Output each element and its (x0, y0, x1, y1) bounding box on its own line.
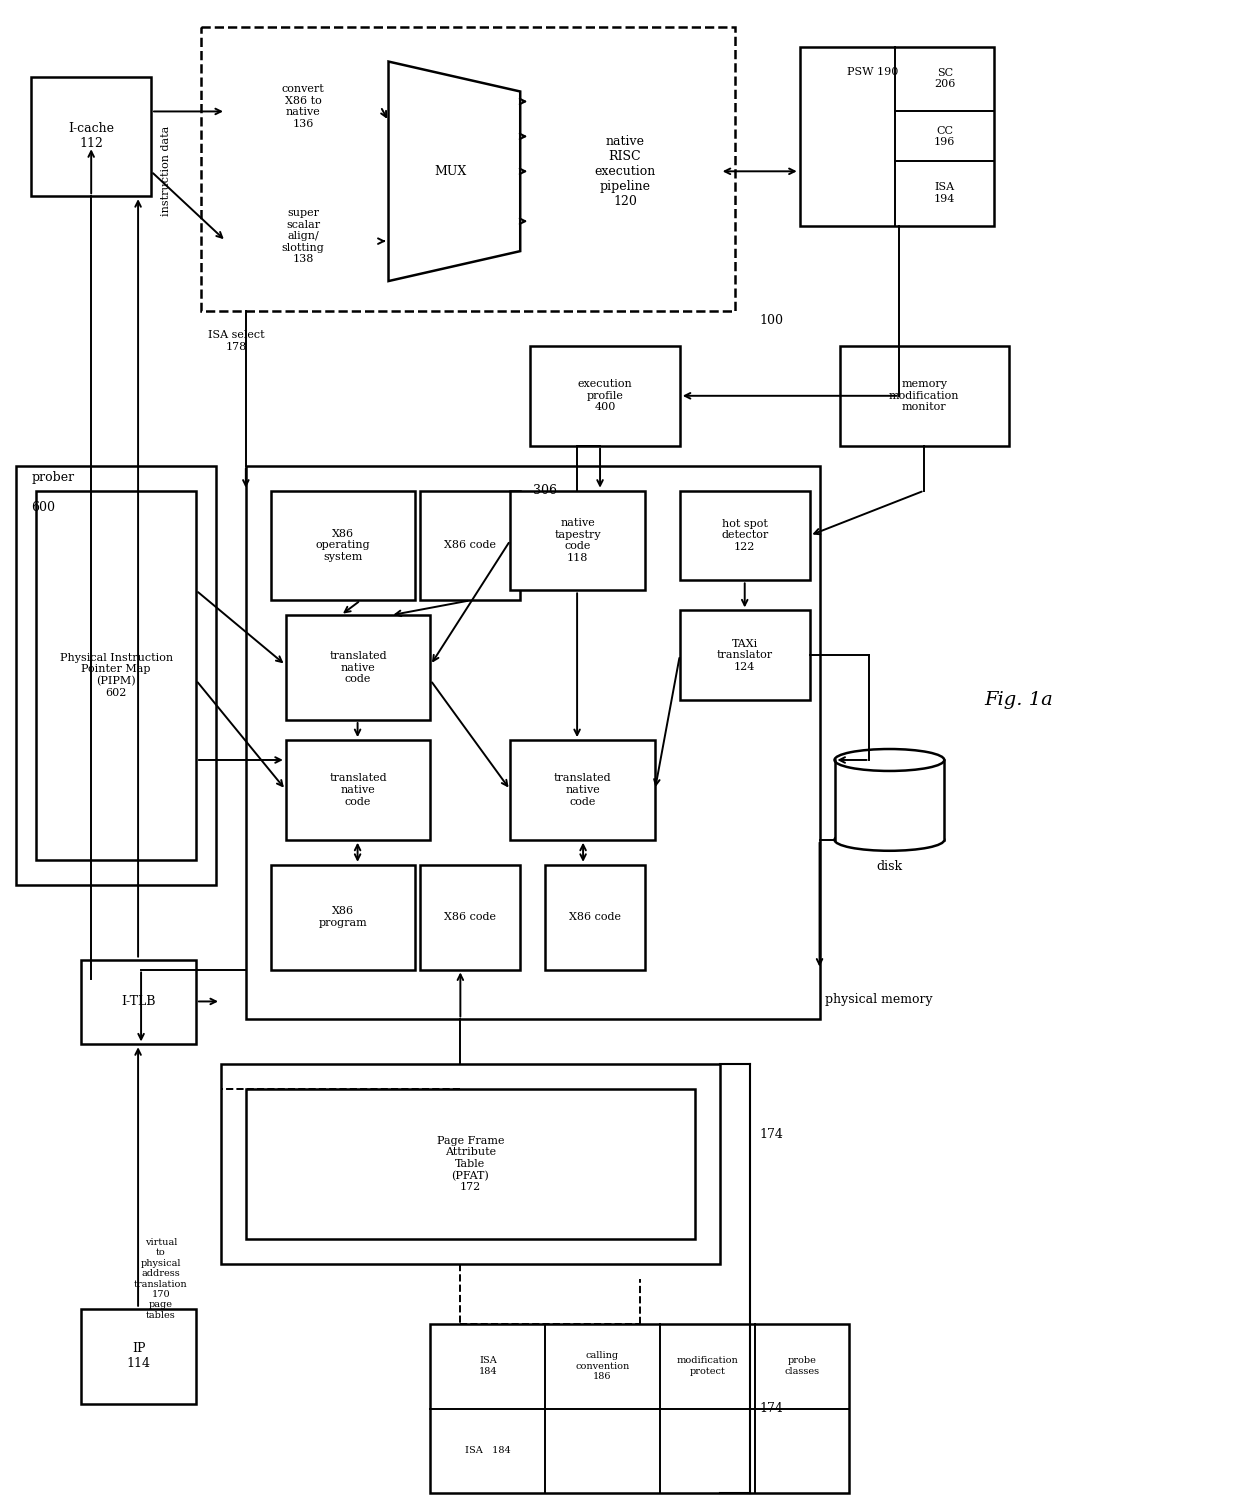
Bar (226, 47, 381, 166)
Bar (420, 864, 521, 970)
Bar (246, 465, 820, 1020)
Bar (36, 491, 196, 860)
Text: I-TLB: I-TLB (122, 996, 156, 1008)
Bar (285, 740, 430, 840)
Text: X86 code: X86 code (444, 913, 496, 922)
Bar (31, 77, 151, 196)
Text: X86 code: X86 code (569, 913, 621, 922)
Text: MUX: MUX (434, 165, 466, 178)
Text: translated
native
code: translated native code (330, 651, 387, 684)
Text: prober: prober (31, 470, 74, 484)
Bar (270, 491, 415, 600)
Text: super
scalar
align/
slotting
138: super scalar align/ slotting 138 (281, 209, 325, 264)
Bar (226, 177, 381, 296)
Text: Page Frame
Attribute
Table
(PFAT)
172: Page Frame Attribute Table (PFAT) 172 (436, 1136, 505, 1192)
Bar (680, 491, 810, 580)
Bar (81, 959, 196, 1044)
Text: ISA
194: ISA 194 (934, 183, 956, 204)
Text: native
RISC
execution
pipeline
120: native RISC execution pipeline 120 (594, 134, 656, 209)
Text: X86
operating
system: X86 operating system (316, 529, 371, 562)
Text: execution
profile
400: execution profile 400 (578, 379, 632, 413)
Text: CC
196: CC 196 (934, 125, 956, 147)
Text: virtual
to
physical
address
translation
170
page
tables: virtual to physical address translation … (134, 1238, 187, 1319)
Bar (201, 27, 735, 311)
Text: X86 code: X86 code (444, 541, 496, 550)
Bar (16, 465, 216, 885)
Text: X86
program: X86 program (319, 907, 367, 928)
Bar (510, 740, 655, 840)
Bar (420, 491, 521, 600)
Text: translated
native
code: translated native code (554, 774, 611, 807)
Bar (531, 346, 680, 446)
Bar (221, 1064, 719, 1263)
Text: SC
206: SC 206 (934, 68, 956, 89)
Text: ISA
184: ISA 184 (479, 1357, 497, 1377)
Bar (285, 615, 430, 721)
Text: hot spot
detector
122: hot spot detector 122 (722, 518, 769, 552)
Text: 600: 600 (31, 500, 56, 514)
Text: translated
native
code: translated native code (330, 774, 387, 807)
Text: 306: 306 (533, 484, 557, 497)
Text: modification
protect: modification protect (677, 1357, 738, 1377)
Bar (246, 1089, 694, 1239)
Bar (546, 864, 645, 970)
Bar (680, 610, 810, 700)
Text: PSW 190: PSW 190 (847, 66, 899, 77)
Text: convert
X86 to
native
136: convert X86 to native 136 (281, 85, 325, 128)
Bar (839, 346, 1009, 446)
Text: calling
convention
186: calling convention 186 (575, 1351, 630, 1381)
Text: physical memory: physical memory (825, 993, 932, 1006)
Bar (81, 1309, 196, 1404)
Bar (270, 864, 415, 970)
Text: Physical Instruction
Pointer Map
(PIPM)
602: Physical Instruction Pointer Map (PIPM) … (60, 653, 172, 698)
Text: TAXi
translator
124: TAXi translator 124 (717, 639, 773, 672)
Text: ISA select
178: ISA select 178 (207, 329, 264, 352)
Text: probe
classes: probe classes (785, 1357, 820, 1377)
Text: ISA   184: ISA 184 (465, 1446, 511, 1455)
Ellipse shape (835, 749, 945, 771)
Text: 174: 174 (760, 1127, 784, 1141)
Text: memory
modification
monitor: memory modification monitor (889, 379, 960, 413)
Ellipse shape (835, 830, 945, 851)
Text: disk: disk (877, 860, 903, 873)
Bar (800, 47, 994, 227)
Text: Fig. 1a: Fig. 1a (985, 691, 1054, 709)
Polygon shape (388, 62, 521, 281)
Text: I-cache
112: I-cache 112 (68, 122, 114, 151)
Bar (531, 47, 719, 296)
Text: native
tapestry
code
118: native tapestry code 118 (554, 518, 601, 564)
Text: IP
114: IP 114 (126, 1342, 150, 1370)
Bar (835, 760, 945, 840)
Bar (430, 1324, 849, 1493)
Text: 174: 174 (760, 1402, 784, 1414)
Bar (510, 491, 645, 591)
Text: 100: 100 (760, 314, 784, 328)
Text: instruction data: instruction data (161, 127, 171, 216)
